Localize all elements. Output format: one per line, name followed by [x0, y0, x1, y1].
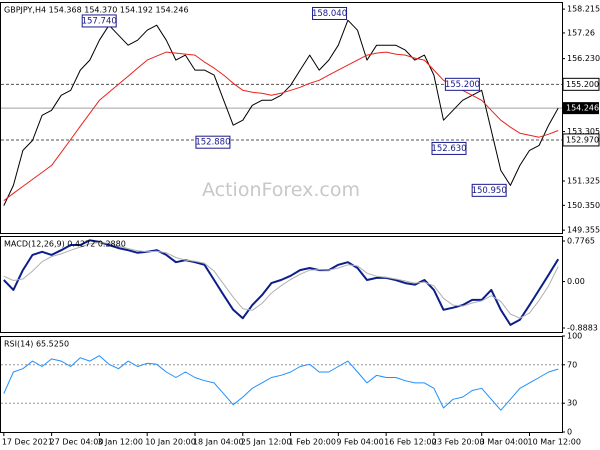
series-line [3, 355, 559, 411]
level-label: 152.970 [566, 135, 599, 144]
level-label-box [562, 133, 600, 147]
panel [0, 2, 563, 234]
y-tick-label: 149.355 [567, 226, 600, 235]
last-price-label: 154.246 [566, 104, 599, 113]
x-tick-label: 23 Feb 20:00 [432, 438, 484, 447]
y-tick-label: 157.26 [567, 28, 595, 37]
series-line [3, 19, 559, 206]
annotation-label: 155.200 [445, 80, 480, 90]
annotation-label: 150.950 [472, 186, 507, 196]
x-tick-label: 10 Mar 12:00 [528, 438, 581, 447]
series-line [3, 241, 559, 319]
panel [0, 236, 563, 333]
annotation-box [312, 6, 348, 20]
y-tick-label: 70 [567, 360, 577, 369]
y-tick-label: 158.215 [567, 5, 600, 14]
x-tick-label: 1 Feb 20:00 [289, 438, 336, 447]
annotation-box [471, 183, 507, 197]
y-tick-label: 30 [567, 399, 577, 408]
annotation-box [431, 141, 467, 155]
y-tick-label: -0.8883 [567, 323, 598, 332]
last-price-box [563, 102, 599, 115]
y-tick-label: 0 [567, 428, 572, 437]
annotation-box [195, 135, 231, 149]
x-tick-label: 10 Jan 20:00 [145, 438, 196, 447]
panel-title: RSI(14) 65.5250 [4, 340, 69, 349]
annotation-label: 152.880 [195, 138, 230, 148]
annotation-box [81, 14, 117, 28]
level-label-box [562, 77, 600, 91]
x-tick-label: 9 Feb 04:00 [336, 438, 383, 447]
annotation-box [444, 77, 480, 91]
x-tick-label: 16 Feb 12:00 [384, 438, 436, 447]
y-tick-label: 0.7765 [567, 236, 595, 245]
level-label: 155.200 [566, 80, 599, 89]
series-line [3, 239, 560, 326]
watermark: ActionForex.com [202, 179, 360, 201]
x-tick-label: 27 Dec 04:00 [50, 438, 104, 447]
series-line [3, 51, 559, 201]
panel [0, 336, 563, 433]
x-tick-label: 3 Jan 12:00 [97, 438, 143, 447]
annotation-label: 158.040 [312, 9, 347, 19]
y-tick-label: 0.00 [567, 277, 585, 286]
y-tick-label: 150.350 [567, 201, 600, 210]
annotation-label: 157.740 [82, 16, 117, 26]
y-tick-label: 100 [567, 332, 582, 341]
x-tick-label: 17 Dec 2021 [2, 438, 53, 447]
x-tick-label: 18 Jan 04:00 [193, 438, 244, 447]
y-tick-label: 156.230 [567, 54, 600, 63]
panel-title: GBPJPY,H4 154.368 154.370 154.192 154.24… [4, 6, 189, 15]
annotation-label: 152.630 [431, 144, 466, 154]
x-tick-label: 25 Jan 12:00 [241, 438, 292, 447]
x-tick-label: 3 Mar 04:00 [480, 438, 528, 447]
y-tick-label: 151.325 [567, 176, 600, 185]
panel-title: MACD(12,26,9) 0.4272 0.2880 [4, 240, 126, 249]
y-tick-label: 153.305 [567, 127, 600, 136]
